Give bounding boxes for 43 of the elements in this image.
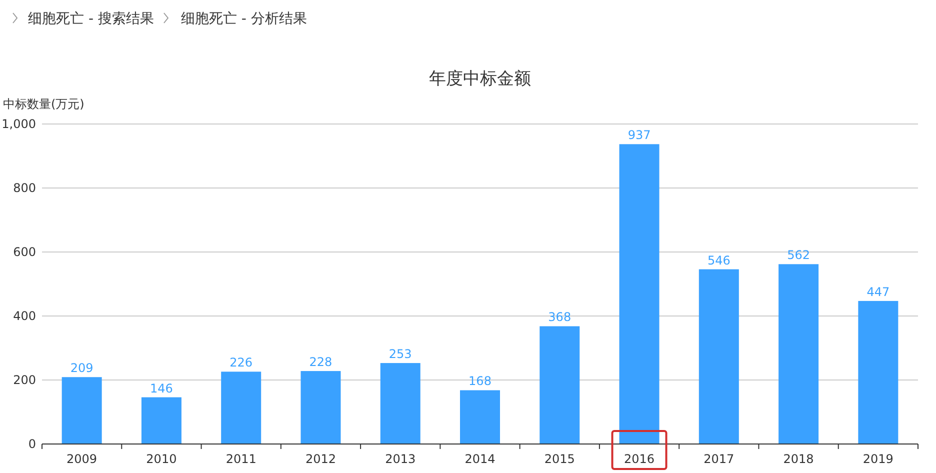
chart-title: 年度中标金额 — [429, 69, 531, 89]
bar — [619, 144, 660, 444]
bar — [698, 269, 739, 444]
y-tick-label: 200 — [13, 373, 36, 387]
data-label: 546 — [707, 253, 730, 268]
x-tick-label: 2015 — [544, 452, 575, 466]
data-label: 253 — [388, 347, 412, 362]
data-label: 937 — [628, 128, 651, 142]
y-tick-label: 0 — [28, 437, 36, 451]
data-label: 447 — [866, 284, 890, 299]
data-label: 168 — [468, 374, 492, 388]
y-axis-title: 中标数量(万元) — [3, 97, 84, 111]
y-tick-label: 400 — [13, 309, 36, 323]
y-tick-label: 600 — [13, 245, 36, 259]
text: 细胞死亡 - 分析结果 — [180, 11, 307, 27]
text: 细胞死亡 - 搜索结果 — [28, 11, 154, 27]
bar — [221, 372, 262, 444]
data-label: 562 — [787, 248, 810, 262]
data-label: 368 — [548, 310, 572, 324]
data-label: 226 — [230, 356, 253, 370]
x-tick-label: 2016 — [624, 452, 655, 466]
bar — [62, 377, 102, 444]
y-tick-label: 800 — [13, 181, 36, 195]
x-tick-label: 2010 — [146, 452, 177, 466]
bar — [141, 397, 182, 444]
x-tick-label: 2018 — [783, 452, 814, 466]
bar — [380, 363, 420, 444]
x-tick-label: 2017 — [704, 452, 734, 466]
bar — [300, 371, 341, 444]
x-tick-label: 2013 — [385, 452, 416, 466]
bar — [778, 264, 819, 444]
x-tick-label: 2012 — [305, 452, 336, 466]
x-tick-label: 2019 — [862, 452, 894, 466]
x-tick-label: 2014 — [464, 452, 496, 466]
y-tick-label: 1,000 — [2, 117, 36, 131]
data-label: 209 — [70, 361, 94, 376]
data-label: 146 — [150, 381, 173, 396]
x-tick-label: 2009 — [66, 452, 98, 466]
bar — [460, 390, 500, 444]
x-tick-label: 2011 — [226, 452, 256, 466]
bar — [540, 326, 580, 444]
data-label: 228 — [309, 355, 332, 370]
bar — [858, 300, 898, 444]
